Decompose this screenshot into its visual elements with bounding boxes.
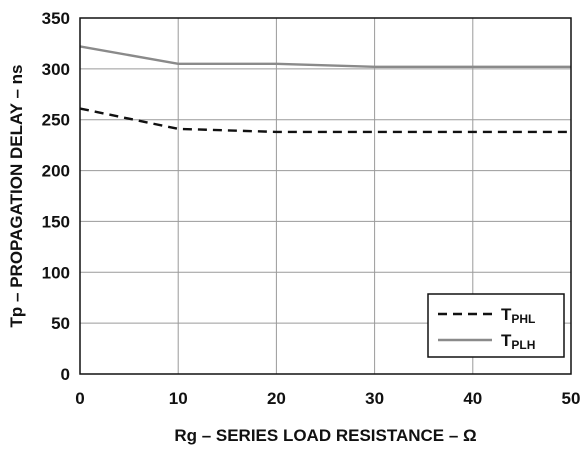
legend-label-main: T: [501, 305, 512, 324]
x-tick-label: 40: [463, 389, 482, 408]
series-line-tphl: [79, 107, 571, 134]
series-line-tplh: [79, 45, 571, 69]
x-tick-label: 20: [267, 389, 286, 408]
y-tick-label: 100: [42, 263, 70, 282]
legend-label: TPHL: [501, 305, 535, 326]
y-tick-label: 150: [42, 212, 70, 231]
series-lines: [79, 45, 571, 134]
x-tick-label: 50: [562, 389, 580, 408]
y-axis-title: Tp – PROPAGATION DELAY – ns: [7, 65, 26, 328]
legend-box: [427, 293, 565, 358]
legend-label-subscript: PHL: [511, 312, 535, 326]
legend-label: TPLH: [501, 331, 535, 352]
legend-label-subscript: PLH: [511, 338, 535, 352]
x-tick-label: 30: [365, 389, 384, 408]
legend-label-main: T: [501, 331, 512, 350]
y-tick-label: 0: [61, 365, 70, 384]
x-tick-label: 10: [169, 389, 188, 408]
plot-area-frame: [79, 17, 572, 375]
y-tick-label: 50: [51, 314, 70, 333]
x-axis-tick-labels: 0 10 20 30 40 50: [75, 389, 580, 408]
y-axis-tick-labels: 0 50 100 150 200 250 300 350: [42, 9, 70, 384]
x-axis-title: Rg – SERIES LOAD RESISTANCE – Ω: [174, 426, 476, 445]
y-tick-label: 350: [42, 9, 70, 28]
y-tick-label: 250: [42, 111, 70, 130]
grid-lines: [80, 18, 571, 374]
y-tick-label: 300: [42, 60, 70, 79]
y-tick-label: 200: [42, 162, 70, 181]
x-tick-label: 0: [75, 389, 84, 408]
